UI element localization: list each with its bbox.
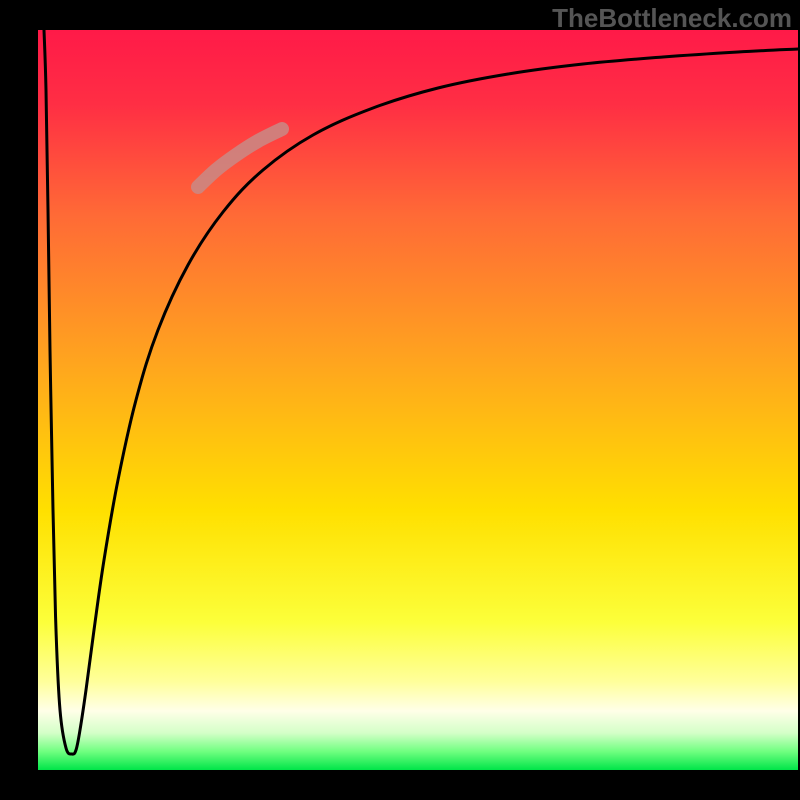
watermark-text: TheBottleneck.com xyxy=(552,3,792,34)
chart-svg xyxy=(0,0,800,800)
plot-area xyxy=(38,30,798,770)
chart-container: TheBottleneck.com xyxy=(0,0,800,800)
